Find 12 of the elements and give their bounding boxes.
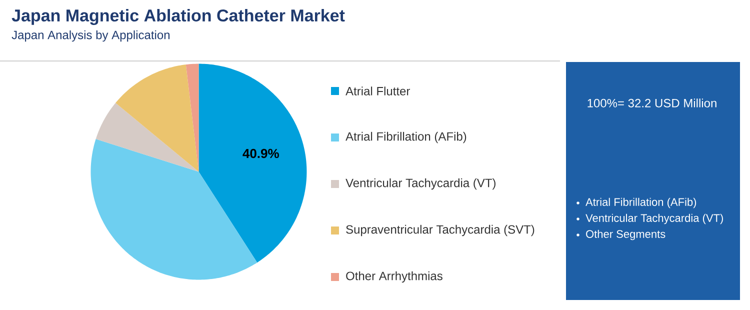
text: Ventricular Tachycardia (VT): [586, 214, 723, 224]
text: 100%= 32.2 USD Million: [588, 98, 716, 108]
legend-label: Atrial Fibrillation (AFib): [346, 132, 466, 144]
text: Other Segments: [586, 230, 666, 240]
legend-label: Ventricular Tachycardia (VT): [346, 178, 496, 190]
data-label: 40.9%: [242, 148, 279, 158]
legend-label: Atrial Flutter: [346, 86, 410, 96]
chart-title: Japan Magnetic Ablation Catheter Market: [12, 9, 345, 25]
legend-label: Other Arrhythmias: [346, 271, 442, 283]
legend-label: Supraventricular Tachycardia (SVT): [346, 224, 534, 236]
chart-subtitle: Japan Analysis by Application: [12, 30, 170, 42]
text: Atrial Fibrillation (AFib): [586, 198, 696, 208]
